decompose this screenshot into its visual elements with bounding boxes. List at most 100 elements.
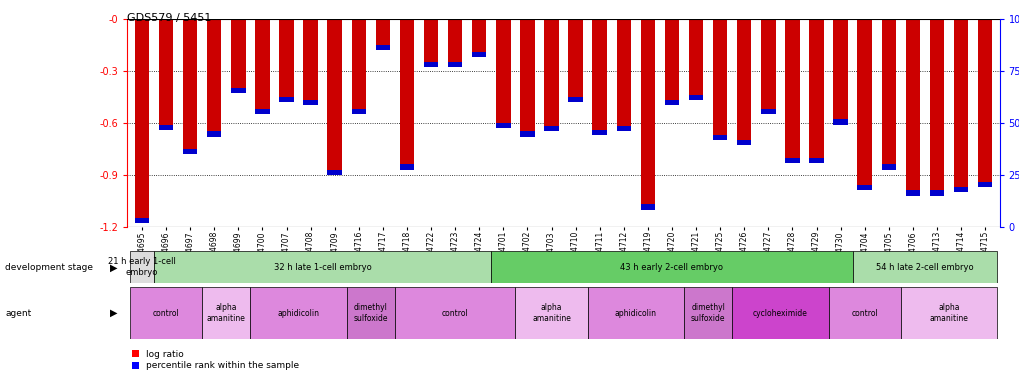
Bar <box>250 287 346 339</box>
Text: alpha
amanitine: alpha amanitine <box>532 303 571 323</box>
Bar <box>592 19 606 135</box>
Text: agent: agent <box>5 309 32 318</box>
Text: dimethyl
sulfoxide: dimethyl sulfoxide <box>354 303 387 323</box>
Text: control: control <box>441 309 468 318</box>
Bar <box>953 187 967 192</box>
Bar <box>785 19 799 163</box>
Bar <box>664 19 679 105</box>
Bar <box>760 109 774 114</box>
Text: GDS579 / 5451: GDS579 / 5451 <box>127 13 212 23</box>
Bar <box>664 100 679 105</box>
Bar <box>207 132 221 137</box>
Bar <box>231 88 246 93</box>
Bar <box>303 100 318 105</box>
Bar <box>129 287 202 339</box>
Bar <box>712 19 727 140</box>
Bar <box>880 19 895 170</box>
Bar <box>688 95 702 100</box>
Bar <box>399 164 414 170</box>
Bar <box>182 149 197 154</box>
Bar <box>202 287 250 339</box>
Bar <box>737 140 751 146</box>
Bar <box>568 97 582 102</box>
Text: alpha
amanitine: alpha amanitine <box>207 303 246 323</box>
Text: control: control <box>851 309 877 318</box>
Text: 32 h late 1-cell embryo: 32 h late 1-cell embryo <box>273 262 371 272</box>
Bar <box>375 19 389 50</box>
Bar <box>857 19 871 190</box>
Bar <box>905 19 919 196</box>
Text: aphidicolin: aphidicolin <box>614 309 656 318</box>
Bar <box>135 19 149 223</box>
Bar <box>352 109 366 114</box>
Bar <box>346 287 394 339</box>
Bar <box>447 19 462 68</box>
Bar <box>640 204 654 210</box>
Text: alpha
amanitine: alpha amanitine <box>928 303 967 323</box>
Bar <box>472 19 486 57</box>
Bar <box>568 19 582 102</box>
Bar <box>688 19 702 100</box>
Text: 43 h early 2-cell embryo: 43 h early 2-cell embryo <box>620 262 722 272</box>
Bar <box>424 62 438 68</box>
Bar <box>520 132 534 137</box>
Bar <box>135 218 149 223</box>
Bar <box>587 287 684 339</box>
Bar <box>880 164 895 170</box>
Bar <box>231 19 246 93</box>
Bar <box>544 126 558 132</box>
Bar <box>424 19 438 68</box>
Bar <box>977 19 991 187</box>
Bar <box>900 287 997 339</box>
Bar <box>279 19 293 102</box>
Bar <box>182 19 197 154</box>
Text: ▶: ▶ <box>110 262 117 272</box>
Text: aphidicolin: aphidicolin <box>277 309 319 318</box>
Bar <box>255 19 269 114</box>
Bar <box>929 19 944 196</box>
Bar <box>279 97 293 102</box>
Bar <box>712 135 727 140</box>
Text: 21 h early 1-cell
embryo: 21 h early 1-cell embryo <box>108 258 175 277</box>
Bar <box>491 251 852 283</box>
Bar <box>399 19 414 170</box>
Bar <box>472 52 486 57</box>
Bar <box>737 19 751 146</box>
Bar <box>515 287 587 339</box>
Bar <box>352 19 366 114</box>
Bar <box>394 287 515 339</box>
Bar <box>159 19 173 130</box>
Bar <box>615 19 631 132</box>
Bar <box>953 19 967 192</box>
Bar <box>447 62 462 68</box>
Bar <box>327 170 341 175</box>
Bar <box>808 19 823 163</box>
Bar <box>929 190 944 196</box>
Bar <box>827 287 900 339</box>
Text: 54 h late 2-cell embryo: 54 h late 2-cell embryo <box>875 262 973 272</box>
Bar <box>495 123 511 128</box>
Bar <box>520 19 534 137</box>
Bar <box>255 109 269 114</box>
Legend: log ratio, percentile rank within the sample: log ratio, percentile rank within the sa… <box>131 350 300 370</box>
Bar <box>857 185 871 190</box>
Bar <box>159 124 173 130</box>
Bar <box>375 45 389 50</box>
Bar <box>640 19 654 210</box>
Text: control: control <box>153 309 179 318</box>
Bar <box>684 287 732 339</box>
Bar <box>760 19 774 114</box>
Text: dimethyl
sulfoxide: dimethyl sulfoxide <box>690 303 725 323</box>
Bar <box>495 19 511 128</box>
Text: development stage: development stage <box>5 263 93 272</box>
Bar <box>833 19 847 125</box>
Bar <box>615 126 631 132</box>
Bar <box>808 158 823 163</box>
Bar <box>544 19 558 132</box>
Bar <box>303 19 318 105</box>
Bar <box>207 19 221 137</box>
Bar <box>327 19 341 175</box>
Bar <box>592 130 606 135</box>
Bar <box>154 251 491 283</box>
Bar <box>852 251 997 283</box>
